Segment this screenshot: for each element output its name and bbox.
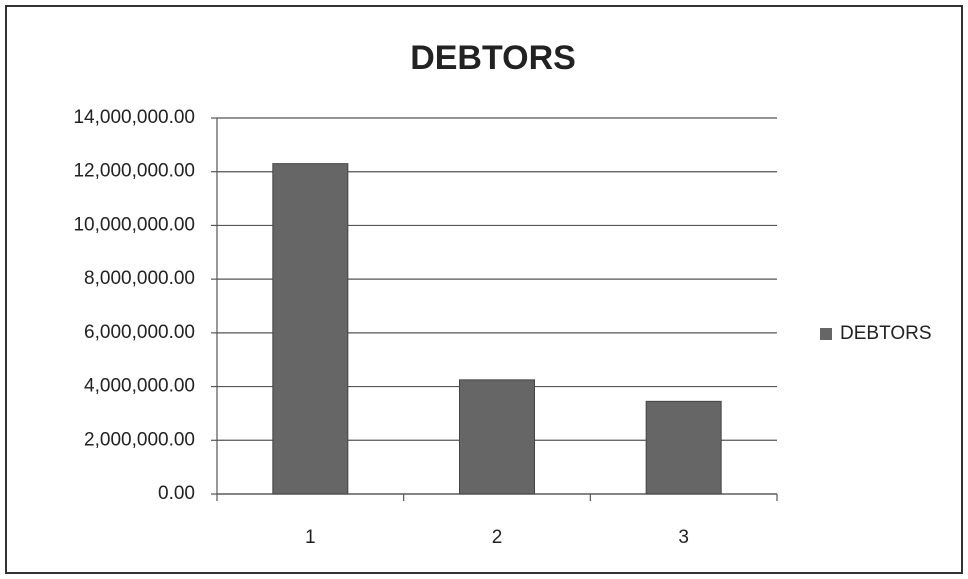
bar — [645, 400, 722, 495]
bar — [272, 163, 349, 495]
y-tick-label: 8,000,000.00 — [84, 268, 195, 289]
x-tick-label: 3 — [678, 527, 689, 548]
y-tick-label: 2,000,000.00 — [84, 429, 195, 450]
bar — [459, 379, 535, 495]
chart-title: DEBTORS — [410, 39, 576, 77]
legend-label: DEBTORS — [840, 323, 932, 344]
y-tick-label: 4,000,000.00 — [84, 376, 195, 397]
x-tick-label: 1 — [305, 527, 316, 548]
x-tick-label: 2 — [492, 527, 503, 548]
y-tick-label: 12,000,000.00 — [73, 161, 195, 182]
y-tick-label: 10,000,000.00 — [73, 214, 195, 235]
y-tick-label: 14,000,000.00 — [73, 107, 195, 128]
y-tick-label: 6,000,000.00 — [84, 322, 195, 343]
legend-swatch — [820, 328, 832, 340]
y-tick-label: 0.00 — [158, 483, 195, 504]
